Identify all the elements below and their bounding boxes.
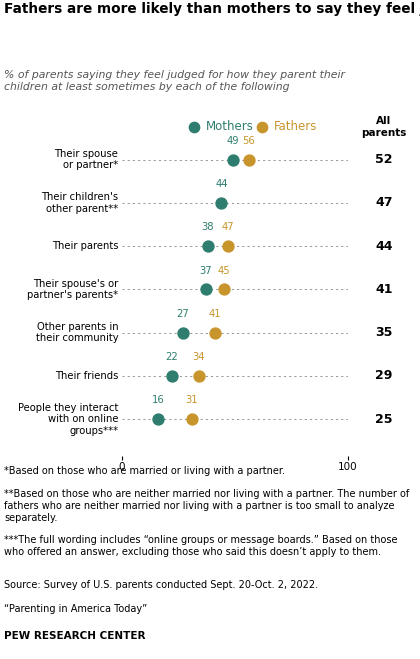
Point bbox=[195, 370, 202, 381]
Text: 44: 44 bbox=[215, 179, 228, 189]
Text: 27: 27 bbox=[177, 309, 189, 319]
Text: Fathers: Fathers bbox=[273, 121, 317, 134]
Text: 35: 35 bbox=[375, 326, 393, 339]
Text: 37: 37 bbox=[200, 266, 212, 275]
Text: 41: 41 bbox=[208, 309, 221, 319]
Text: 38: 38 bbox=[202, 222, 214, 233]
Point bbox=[205, 241, 211, 252]
Text: 22: 22 bbox=[165, 352, 178, 362]
Point bbox=[245, 154, 252, 165]
Point bbox=[155, 414, 162, 424]
Point bbox=[189, 414, 195, 424]
Text: 16: 16 bbox=[152, 395, 165, 405]
Text: *Based on those who are married or living with a partner.: *Based on those who are married or livin… bbox=[4, 466, 285, 476]
Text: 41: 41 bbox=[375, 283, 393, 296]
Text: 45: 45 bbox=[218, 266, 230, 275]
Point bbox=[218, 198, 225, 208]
Text: Mothers: Mothers bbox=[206, 121, 254, 134]
Text: 47: 47 bbox=[222, 222, 234, 233]
Point bbox=[229, 154, 236, 165]
Text: 52: 52 bbox=[375, 153, 393, 166]
Text: 56: 56 bbox=[242, 136, 255, 146]
Text: % of parents saying they feel judged for how they parent their
children at least: % of parents saying they feel judged for… bbox=[4, 70, 345, 92]
Point bbox=[202, 284, 209, 295]
Point bbox=[220, 284, 227, 295]
Point bbox=[180, 328, 186, 338]
Text: Their spouse
or partner*: Their spouse or partner* bbox=[55, 149, 118, 171]
Text: Source: Survey of U.S. parents conducted Sept. 20-Oct. 2, 2022.: Source: Survey of U.S. parents conducted… bbox=[4, 581, 318, 590]
Text: Their parents: Their parents bbox=[52, 241, 118, 251]
Text: All
parents: All parents bbox=[361, 116, 407, 138]
Text: 47: 47 bbox=[375, 196, 393, 210]
Text: 25: 25 bbox=[375, 413, 393, 426]
Text: 49: 49 bbox=[226, 136, 239, 146]
Text: 44: 44 bbox=[375, 240, 393, 252]
Text: Their spouse's or
partner's parents*: Their spouse's or partner's parents* bbox=[27, 279, 118, 301]
Text: ***The full wording includes “online groups or message boards.” Based on those w: ***The full wording includes “online gro… bbox=[4, 535, 397, 556]
Text: “Parenting in America Today”: “Parenting in America Today” bbox=[4, 604, 147, 614]
Text: Their children's
other parent**: Their children's other parent** bbox=[41, 192, 118, 214]
Point bbox=[211, 328, 218, 338]
Text: 31: 31 bbox=[186, 395, 198, 405]
Text: 34: 34 bbox=[193, 352, 205, 362]
Text: People they interact
with on online
groups***: People they interact with on online grou… bbox=[18, 403, 118, 436]
Text: 29: 29 bbox=[375, 370, 393, 382]
Text: Other parents in
their community: Other parents in their community bbox=[36, 322, 118, 343]
Text: Their friends: Their friends bbox=[55, 371, 118, 381]
Text: Fathers are more likely than mothers to say they feel judged by their spouse or : Fathers are more likely than mothers to … bbox=[4, 2, 420, 16]
Point bbox=[225, 241, 231, 252]
Text: **Based on those who are neither married nor living with a partner. The number o: **Based on those who are neither married… bbox=[4, 490, 409, 523]
Text: PEW RESEARCH CENTER: PEW RESEARCH CENTER bbox=[4, 631, 145, 641]
Point bbox=[168, 370, 175, 381]
